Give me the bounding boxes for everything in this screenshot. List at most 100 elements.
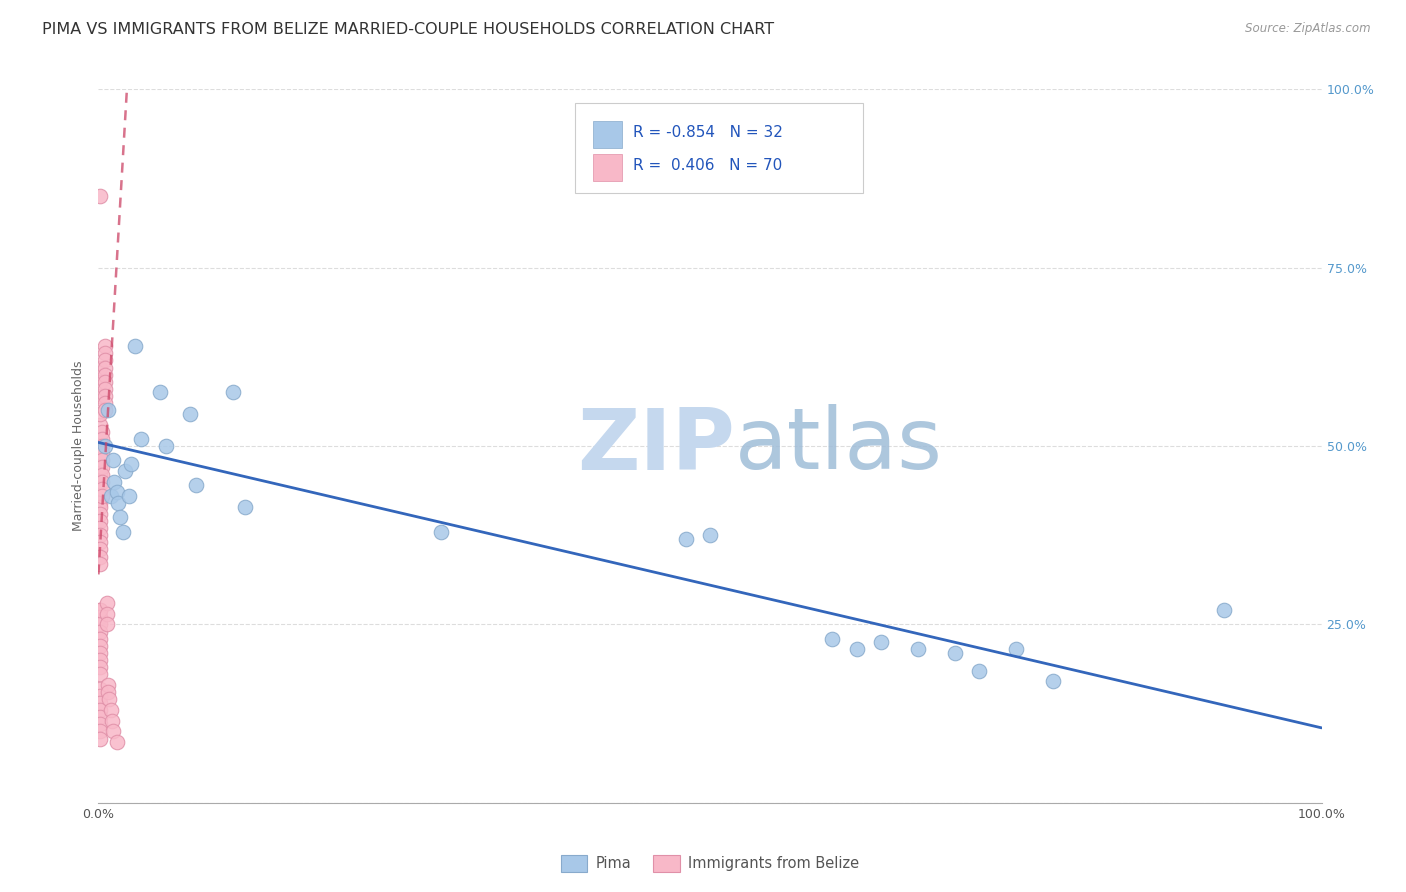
Point xyxy=(93,403,115,417)
Point xyxy=(186,478,208,492)
Point xyxy=(89,617,111,632)
Point xyxy=(89,500,111,514)
Text: atlas: atlas xyxy=(734,404,942,488)
Point xyxy=(89,475,111,489)
Point xyxy=(675,532,697,546)
Point xyxy=(89,632,111,646)
Point xyxy=(89,681,111,696)
Point xyxy=(118,489,141,503)
Point xyxy=(943,646,966,660)
Point xyxy=(699,528,721,542)
Point xyxy=(124,339,146,353)
Point xyxy=(89,689,111,703)
Point xyxy=(91,467,114,482)
Point xyxy=(91,475,114,489)
Point xyxy=(89,375,111,389)
Point xyxy=(93,353,115,368)
Point xyxy=(89,696,111,710)
Text: ZIP: ZIP xyxy=(576,404,734,488)
Point xyxy=(91,432,114,446)
Point xyxy=(149,385,172,400)
Point xyxy=(105,485,128,500)
Point xyxy=(821,632,844,646)
Point xyxy=(101,453,124,467)
FancyBboxPatch shape xyxy=(592,154,621,181)
Point xyxy=(89,407,111,421)
Point xyxy=(103,475,125,489)
Point xyxy=(89,646,111,660)
Point xyxy=(179,407,201,421)
Point xyxy=(89,507,111,521)
Point xyxy=(89,717,111,731)
Point xyxy=(93,375,115,389)
Point xyxy=(93,360,115,375)
Text: R = -0.854   N = 32: R = -0.854 N = 32 xyxy=(633,125,783,139)
Point xyxy=(89,446,111,460)
Point xyxy=(89,660,111,674)
Point xyxy=(89,624,111,639)
Point xyxy=(1042,674,1064,689)
Point xyxy=(100,489,122,503)
Point xyxy=(114,464,136,478)
FancyBboxPatch shape xyxy=(592,120,621,148)
Text: Source: ZipAtlas.com: Source: ZipAtlas.com xyxy=(1246,22,1371,36)
Point xyxy=(89,389,111,403)
Point xyxy=(89,417,111,432)
Point xyxy=(222,385,245,400)
Point xyxy=(430,524,453,539)
Text: PIMA VS IMMIGRANTS FROM BELIZE MARRIED-COUPLE HOUSEHOLDS CORRELATION CHART: PIMA VS IMMIGRANTS FROM BELIZE MARRIED-C… xyxy=(42,22,775,37)
Point xyxy=(89,535,111,549)
FancyBboxPatch shape xyxy=(575,103,863,193)
Point xyxy=(89,528,111,542)
Point xyxy=(93,396,115,410)
Legend: Pima, Immigrants from Belize: Pima, Immigrants from Belize xyxy=(555,849,865,878)
Point xyxy=(845,642,868,657)
Point xyxy=(89,432,111,446)
Point xyxy=(1212,603,1234,617)
Point xyxy=(89,603,111,617)
Point xyxy=(89,460,111,475)
Point xyxy=(93,439,115,453)
Point xyxy=(89,360,111,375)
Point xyxy=(89,653,111,667)
Point xyxy=(93,339,115,353)
Point xyxy=(101,714,124,728)
Point xyxy=(91,489,114,503)
Point xyxy=(91,425,114,439)
Point xyxy=(89,189,111,203)
Point xyxy=(89,557,111,571)
Point xyxy=(89,496,111,510)
Point xyxy=(91,446,114,460)
Point xyxy=(129,432,152,446)
Point xyxy=(105,735,128,749)
Point xyxy=(89,639,111,653)
Point xyxy=(89,667,111,681)
Point xyxy=(93,346,115,360)
Point xyxy=(870,635,893,649)
Point xyxy=(89,724,111,739)
Point xyxy=(91,482,114,496)
Point xyxy=(110,510,132,524)
Point xyxy=(93,368,115,382)
Point xyxy=(967,664,990,678)
Point xyxy=(96,596,118,610)
Text: R =  0.406   N = 70: R = 0.406 N = 70 xyxy=(633,158,782,173)
Point xyxy=(97,678,120,692)
Point xyxy=(233,500,256,514)
Point xyxy=(97,685,120,699)
Point xyxy=(89,514,111,528)
Point xyxy=(907,642,929,657)
Point xyxy=(91,439,114,453)
Point xyxy=(89,521,111,535)
Point xyxy=(89,603,111,617)
Point xyxy=(96,617,118,632)
Y-axis label: Married-couple Households: Married-couple Households xyxy=(72,360,86,532)
Point xyxy=(89,542,111,557)
Point xyxy=(89,731,111,746)
Point xyxy=(155,439,177,453)
Point xyxy=(107,496,129,510)
Point xyxy=(89,703,111,717)
Point xyxy=(101,724,124,739)
Point xyxy=(120,457,142,471)
Point xyxy=(98,692,121,706)
